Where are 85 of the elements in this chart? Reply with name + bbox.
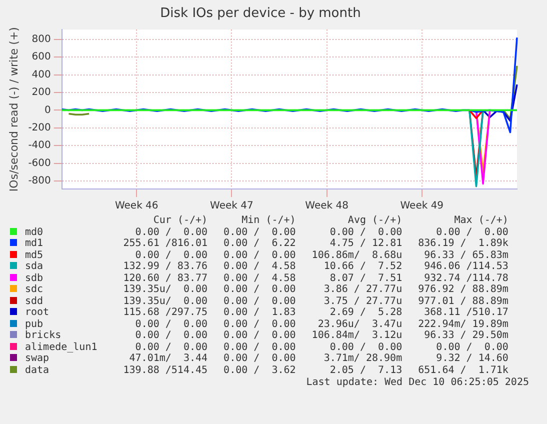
y-tick-label: -800 <box>28 176 51 187</box>
legend-label: sda <box>24 261 44 272</box>
text: 0.00 / 0.00 <box>222 342 296 353</box>
text: 0.00 / 6.22 <box>222 238 296 250</box>
text: 0.00 / 0.00 <box>222 226 296 238</box>
text: 932.74 /114.78 <box>423 272 508 284</box>
text: Cur (-/+) <box>152 215 208 226</box>
legend-label: data <box>24 364 50 376</box>
text: 96.33 / 29.50m <box>423 330 508 342</box>
text: 10.66 / 7.52 <box>322 261 402 272</box>
text: 0.00 / 0.00 <box>328 342 402 353</box>
text: 255.61 /816.01 <box>122 238 208 250</box>
y-tick-label: -200 <box>28 122 51 134</box>
text: 651.64 / 1.71k <box>417 364 508 376</box>
text: 139.35u/ 0.00 <box>122 284 208 296</box>
text: 0.00 / 0.00 <box>222 330 296 342</box>
text: 0.00 / 0.00 <box>134 318 208 330</box>
legend-label: root <box>24 307 50 318</box>
text: 2.69 / 5.28 <box>328 307 402 318</box>
text: 9.32 / 14.60 <box>435 353 508 364</box>
text: 0.00 / 4.58 <box>222 261 296 272</box>
y-tick-label: 600 <box>32 52 51 63</box>
legend-label: md0 <box>24 226 44 238</box>
y-tick-label: 200 <box>32 87 51 98</box>
legend-label: md1 <box>24 238 44 250</box>
text: 946.06 /114.53 <box>423 261 508 272</box>
y-tick-label: 800 <box>32 34 51 45</box>
text: 3.75 / 27.77u <box>322 296 402 307</box>
legend-label: pub <box>24 318 44 330</box>
text: 0.00 / 0.00 <box>134 226 208 238</box>
text: 2.05 / 7.13 <box>328 364 402 376</box>
text: 132.99 / 83.76 <box>122 261 208 272</box>
text: 0.00 / 4.58 <box>222 272 296 284</box>
y-tick-label: 0 <box>44 104 51 116</box>
text: 0.00 / 0.00 <box>222 296 296 307</box>
text: 0.00 / 0.00 <box>328 226 402 238</box>
text: 222.94m/ 19.89m <box>417 318 508 330</box>
text: Max (-/+) <box>453 215 508 226</box>
text: 23.96u/ 3.47u <box>316 318 402 330</box>
text: 3.86 / 27.77u <box>322 284 402 296</box>
text: 977.01 / 88.89m <box>417 296 508 307</box>
text: Last update: Wed Dec 10 06:25:05 2025 <box>305 377 530 389</box>
y-axis-title: IOs/second read (-) / write (+) <box>7 27 20 192</box>
y-tick-label: -400 <box>28 140 51 152</box>
text: 4.75 / 12.81 <box>328 238 402 250</box>
text: 0.00 / 0.00 <box>435 342 508 353</box>
y-tick-label: -600 <box>28 158 51 169</box>
text: 976.92 / 88.89m <box>417 284 508 296</box>
text: 47.01m/ 3.44 <box>128 353 208 364</box>
text: 0.00 / 1.83 <box>222 307 296 318</box>
text: 139.88 /514.45 <box>122 364 208 376</box>
text: 106.86m/ 8.68u <box>310 250 402 261</box>
legend-label: sdd <box>24 296 44 307</box>
legend-label: swap <box>24 353 50 364</box>
text: Avg (-/+) <box>346 215 402 226</box>
text: 0.00 / 0.00 <box>134 250 208 261</box>
text: 115.68 /297.75 <box>122 307 208 318</box>
text: 0.00 / 0.00 <box>134 342 208 353</box>
text: 0.00 / 0.00 <box>435 226 508 238</box>
legend-label: sdb <box>24 272 44 284</box>
x-tick-label: Week 46 <box>114 200 158 212</box>
text: 0.00 / 0.00 <box>222 250 296 261</box>
text: 368.11 /510.17 <box>423 307 508 318</box>
text: 8.07 / 7.51 <box>328 272 402 284</box>
text: Min (-/+) <box>240 215 296 226</box>
x-tick-label: Week 48 <box>305 200 348 212</box>
x-tick-label: Week 49 <box>400 200 444 212</box>
text: 3.71m/ 28.90m <box>322 353 402 364</box>
x-tick-label: Week 47 <box>210 200 254 212</box>
legend-label: bricks <box>24 330 62 342</box>
text: 139.35u/ 0.00 <box>122 296 208 307</box>
chart-title: Disk IOs per device - by month <box>160 6 361 22</box>
legend-label: alimede_lun1 <box>24 342 98 353</box>
text: 0.00 / 0.00 <box>222 353 296 364</box>
text: 0.00 / 3.62 <box>222 364 296 376</box>
text: 0.00 / 0.00 <box>134 330 208 342</box>
text: 120.60 / 83.77 <box>122 272 208 284</box>
text: 106.84m/ 3.12u <box>310 330 402 342</box>
text: 836.19 / 1.89k <box>417 238 508 250</box>
text: 96.33 / 65.83m <box>423 250 508 261</box>
legend-label: md5 <box>24 250 44 261</box>
text: 0.00 / 0.00 <box>222 284 296 296</box>
y-tick-label: 400 <box>32 69 51 80</box>
text: 0.00 / 0.00 <box>222 318 296 330</box>
legend-label: sdc <box>24 284 44 296</box>
